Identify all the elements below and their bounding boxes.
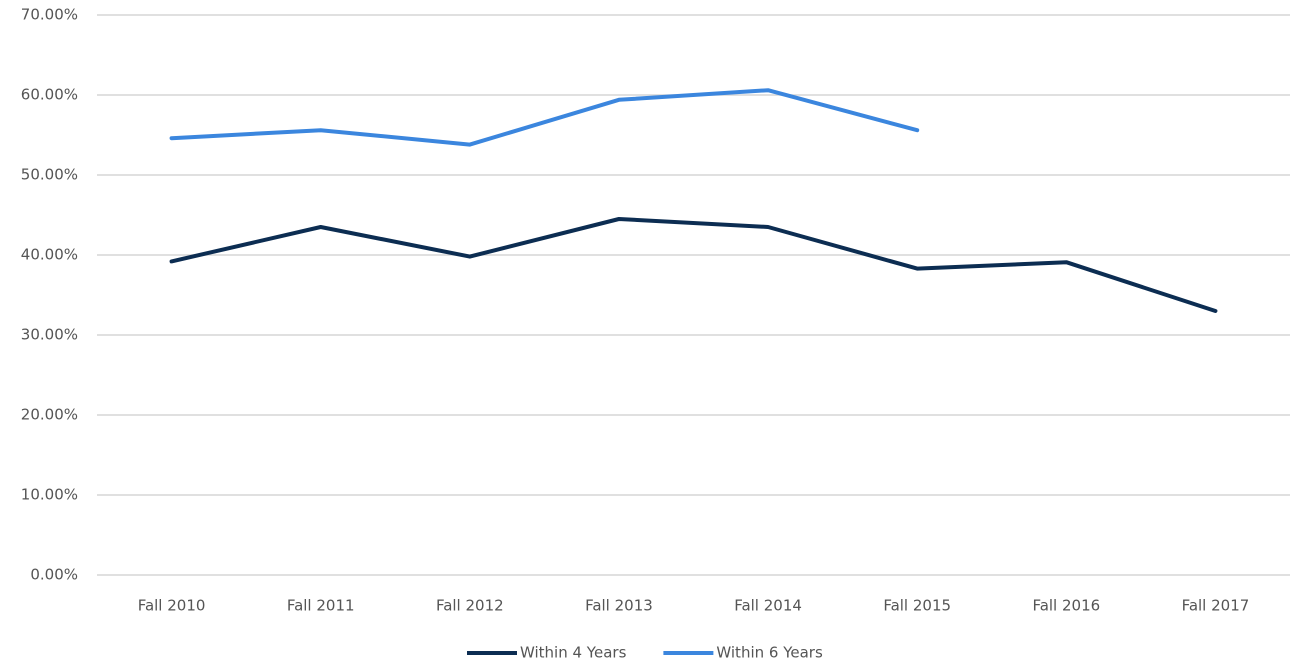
legend-label: Within 6 Years [716,644,823,662]
y-tick-label: 50.00% [21,166,78,184]
y-tick-label: 0.00% [30,566,78,584]
y-tick-label: 30.00% [21,326,78,344]
x-tick-label: Fall 2010 [138,597,206,615]
x-tick-label: Fall 2015 [883,597,951,615]
series-line [169,217,1218,313]
x-tick-label: Fall 2012 [436,597,504,615]
x-tick-label: Fall 2017 [1182,597,1250,615]
x-tick-label: Fall 2011 [287,597,355,615]
y-tick-label: 60.00% [21,86,78,104]
y-tick-label: 70.00% [21,6,78,24]
x-tick-label: Fall 2014 [734,597,802,615]
y-tick-label: 20.00% [21,406,78,424]
x-tick-label: Fall 2016 [1032,597,1100,615]
y-tick-label: 40.00% [21,246,78,264]
x-tick-label: Fall 2013 [585,597,653,615]
y-tick-label: 10.00% [21,486,78,504]
legend-label: Within 4 Years [520,644,627,662]
series-line [169,88,920,147]
